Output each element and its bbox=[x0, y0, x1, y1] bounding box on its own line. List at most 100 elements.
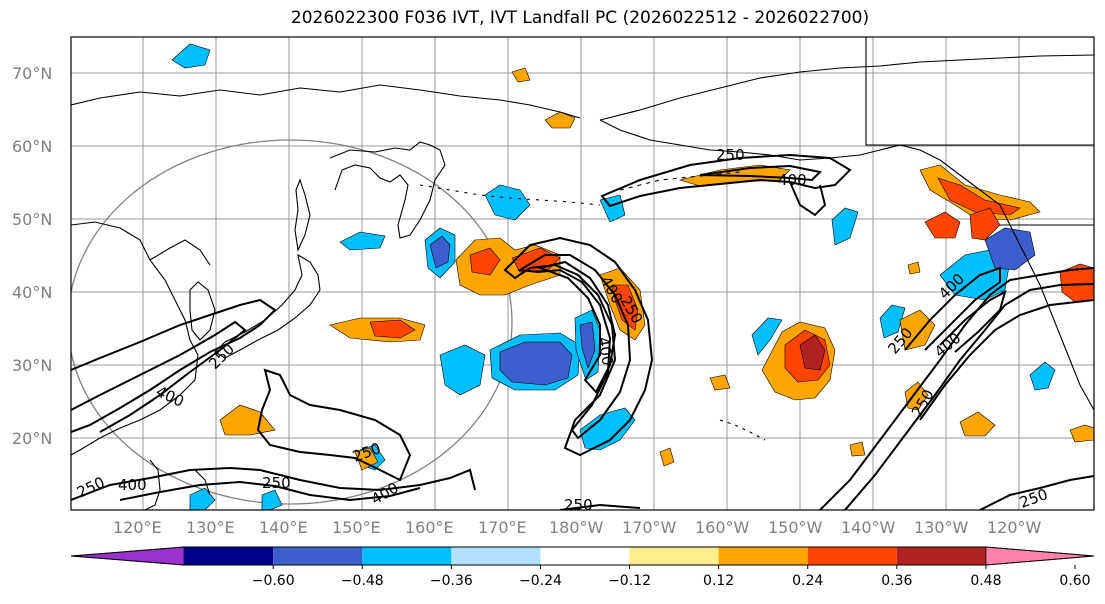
orange-patch bbox=[354, 447, 379, 471]
map-frame bbox=[70, 36, 1095, 511]
orange-patch bbox=[907, 261, 921, 275]
lon-label: 150°W bbox=[768, 518, 823, 537]
lat-label: 20°N bbox=[12, 429, 52, 448]
lat-label: 60°N bbox=[12, 137, 52, 156]
contour-250 bbox=[256, 368, 412, 482]
lon-label: 170°E bbox=[478, 518, 527, 537]
colorbar-segment bbox=[362, 547, 452, 565]
colorbar-tick-label: −0.36 bbox=[430, 573, 473, 589]
colorbar-segment bbox=[718, 547, 808, 565]
lon-label: 130°E bbox=[186, 518, 235, 537]
lat-label: 70°N bbox=[12, 64, 52, 83]
ivt-contours bbox=[71, 153, 1094, 510]
contour-250 bbox=[71, 298, 277, 433]
dark-blue-patch bbox=[499, 341, 573, 386]
contour-400 bbox=[119, 480, 421, 502]
orange-patch bbox=[904, 381, 929, 411]
orange-patch bbox=[511, 67, 531, 83]
colorbar-tick-label: 0.36 bbox=[881, 573, 912, 589]
colorbar-tick-label: −0.48 bbox=[341, 573, 384, 589]
contour-800 bbox=[939, 290, 1007, 353]
dark-blue-patch bbox=[429, 235, 451, 269]
colorbar-segment bbox=[70, 546, 185, 566]
contour-400 bbox=[904, 266, 1001, 351]
blue-patch bbox=[339, 231, 386, 251]
longitude-labels: 120°E 130°E 140°E 150°E 160°E 170°E 180°… bbox=[113, 518, 1042, 537]
orange-patch bbox=[1069, 424, 1094, 443]
colorbar-segment bbox=[985, 546, 1095, 566]
colorbar-segment bbox=[540, 547, 630, 565]
red-orange-patch bbox=[611, 284, 639, 331]
contour-400 bbox=[789, 181, 827, 217]
lat-label: 30°N bbox=[12, 356, 52, 375]
blue-patch bbox=[831, 207, 859, 246]
colorbar-tick-label: 0.24 bbox=[792, 573, 823, 589]
lon-label: 150°E bbox=[332, 518, 381, 537]
contour-250 bbox=[559, 503, 641, 510]
colorbar-tick-label: 0.48 bbox=[970, 573, 1001, 589]
red-orange-patch bbox=[469, 247, 501, 276]
colorbar-segment bbox=[273, 547, 363, 565]
orange-patch bbox=[709, 374, 731, 391]
dark-red-patch bbox=[799, 334, 826, 371]
coastlines bbox=[71, 37, 1094, 510]
contour-label: 250 bbox=[716, 146, 745, 164]
contour-250 bbox=[71, 466, 476, 501]
lon-label: 170°W bbox=[622, 518, 677, 537]
lon-label: 180°W bbox=[549, 518, 604, 537]
lat-label: 50°N bbox=[12, 210, 52, 229]
landfall-radius-circle bbox=[71, 139, 513, 505]
colorbar: −0.60 −0.48 −0.36 −0.24 −0.12 0.12 0.24 0.36 0.4… bbox=[70, 546, 1095, 589]
orange-patch bbox=[659, 447, 675, 467]
red-orange-patch bbox=[1059, 263, 1094, 303]
red-orange-patch bbox=[969, 207, 1001, 241]
contour-250 bbox=[919, 299, 1094, 421]
red-orange-patch bbox=[937, 177, 1021, 216]
colorbar-tick-label: −0.24 bbox=[519, 573, 562, 589]
blue-patch bbox=[751, 317, 783, 356]
contour-label: 250 bbox=[564, 496, 593, 514]
contour-250 bbox=[979, 475, 1094, 510]
lat-label: 40°N bbox=[12, 283, 52, 302]
contour-250 bbox=[819, 267, 1094, 510]
contour-400 bbox=[71, 320, 247, 433]
contour-400 bbox=[699, 164, 823, 182]
lon-label: 120°E bbox=[113, 518, 162, 537]
blue-patch bbox=[1029, 361, 1056, 391]
colorbar-outline bbox=[70, 546, 1095, 566]
colorbar-segment bbox=[629, 547, 719, 565]
lon-label: 160°W bbox=[695, 518, 750, 537]
contour-label: 250 bbox=[262, 474, 291, 492]
orange-patch bbox=[544, 111, 576, 129]
colorbar-segment bbox=[807, 547, 897, 565]
contour-250 bbox=[600, 153, 852, 208]
contour-label: 400 bbox=[118, 476, 147, 494]
dark-blue-patch bbox=[579, 321, 596, 369]
orange-patch bbox=[219, 404, 276, 436]
red-orange-patch bbox=[924, 211, 961, 239]
colorbar-tick-label: 0.12 bbox=[703, 573, 734, 589]
blue-patch bbox=[439, 344, 486, 396]
map-title: 2026022300 F036 IVT, IVT Landfall PC (20… bbox=[290, 8, 870, 28]
lon-label: 140°W bbox=[841, 518, 896, 537]
lon-label: 140°E bbox=[259, 518, 308, 537]
lon-label: 130°W bbox=[914, 518, 969, 537]
colorbar-segment bbox=[896, 547, 986, 565]
contour-250 bbox=[503, 236, 654, 457]
contour-400 bbox=[844, 283, 1094, 510]
dark-blue-patch bbox=[984, 227, 1036, 271]
red-orange-patch bbox=[369, 319, 416, 339]
colorbar-segment bbox=[184, 547, 274, 565]
orange-patch bbox=[959, 411, 996, 437]
colorbar-segment bbox=[451, 547, 541, 565]
colorbar-tick-label: 0.60 bbox=[1059, 573, 1090, 589]
blue-patch bbox=[484, 184, 531, 221]
orange-patch bbox=[849, 441, 866, 457]
latitude-labels: 70°N 60°N 50°N 40°N 30°N 20°N bbox=[12, 64, 52, 448]
blue-patch bbox=[171, 43, 211, 69]
contour-label: 400 bbox=[594, 336, 617, 367]
lon-label: 160°E bbox=[405, 518, 454, 537]
ivt-fill-patches bbox=[171, 43, 1094, 510]
contour-label: 400 bbox=[778, 171, 807, 189]
